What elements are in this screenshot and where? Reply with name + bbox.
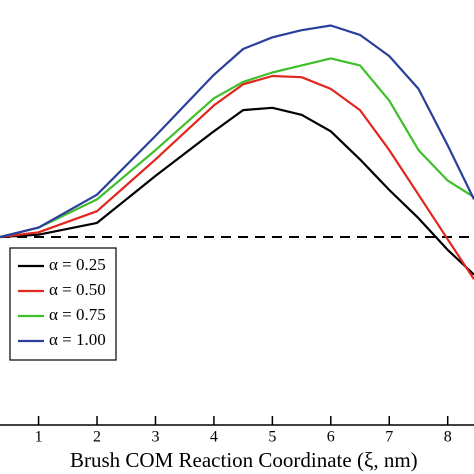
x-tick-label: 4 — [210, 429, 218, 446]
x-tick-label: 1 — [35, 429, 43, 446]
legend-label: α = 0.50 — [49, 280, 106, 299]
series-line — [0, 74, 474, 280]
plot-area — [0, 24, 474, 280]
x-tick-label: 5 — [268, 429, 276, 446]
legend-label: α = 0.75 — [49, 305, 106, 324]
legend-label: α = 1.00 — [49, 330, 106, 349]
x-tick-label: 2 — [93, 429, 101, 446]
x-axis-label: Brush COM Reaction Coordinate (ξ, nm) — [70, 448, 418, 472]
series-line — [0, 106, 474, 276]
x-tick-label: 3 — [151, 429, 159, 446]
legend-label: α = 0.25 — [49, 255, 106, 274]
series-line — [0, 24, 474, 239]
x-tick-label: 6 — [327, 429, 335, 446]
series-line — [0, 57, 474, 239]
x-tick-label: 7 — [385, 429, 393, 446]
x-tick-label: 8 — [444, 429, 452, 446]
